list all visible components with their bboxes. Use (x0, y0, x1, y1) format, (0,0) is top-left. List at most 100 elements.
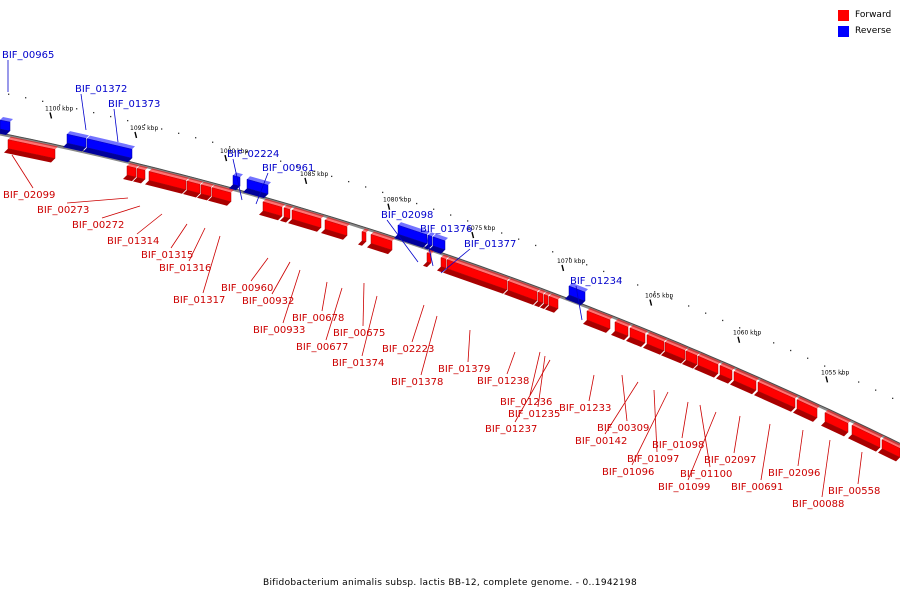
reverse-label-1-connector (80, 93, 87, 131)
reverse-label-3-connector (232, 158, 243, 201)
forward-label-13-text: BIF_01374 (332, 358, 384, 369)
forward-gene-22 (626, 324, 648, 347)
reverse-label-6: BIF_01376 (420, 224, 472, 267)
forward-label-17: BIF_01238 (477, 351, 529, 387)
forward-label-19-text: BIF_01235 (508, 409, 560, 420)
reverse-label-6-connector (425, 233, 434, 267)
forward-gene-29 (754, 379, 798, 412)
forward-label-14-text: BIF_02223 (382, 344, 434, 355)
legend-forward-label: Forward (855, 10, 892, 20)
forward-gene-28-side (730, 380, 756, 395)
forward-gene-26 (694, 353, 721, 378)
forward-gene-21-side (611, 330, 628, 341)
forward-gene-14 (437, 254, 449, 273)
forward-gene-14-face (440, 257, 447, 269)
forward-gene-10 (321, 217, 350, 240)
forward-gene-24-side (661, 351, 685, 364)
forward-label-24-connector (653, 389, 658, 453)
forward-swatch (838, 9, 849, 21)
forward-label-27-text: BIF_01100 (680, 469, 732, 480)
forward-label-28-connector (687, 411, 717, 481)
forward-gene-31-side (821, 421, 848, 437)
forward-gene-1 (123, 162, 139, 182)
reverse-label-7-text: BIF_01377 (464, 239, 516, 250)
forward-gene-8-side (280, 216, 290, 223)
forward-label-25: BIF_01096 (602, 391, 669, 478)
scale-dot (263, 155, 265, 157)
kbp-tick-label: 1100 kbp (45, 105, 73, 112)
reverse-label-7-connector (440, 248, 471, 274)
forward-gene-2 (133, 165, 148, 184)
forward-label-0: BIF_02099 (3, 154, 55, 201)
kbp-tick-label: 1075 kbp (467, 225, 495, 232)
forward-gene-29-side (754, 391, 795, 412)
forward-gene-0-top (8, 136, 58, 150)
forward-gene-23-side (643, 343, 664, 355)
forward-label-19: BIF_01235 (508, 355, 560, 420)
forward-label-28-text: BIF_01099 (658, 482, 710, 493)
scale-dot (348, 180, 350, 183)
forward-label-10-connector (321, 281, 328, 312)
scale-dot (93, 111, 95, 114)
scale-dot (756, 334, 758, 336)
forward-gene-1-side (123, 174, 136, 182)
reverse-label-2-connector (113, 108, 119, 143)
forward-gene-8-top (284, 204, 293, 210)
forward-label-20: BIF_01237 (485, 359, 551, 435)
forward-label-27-connector (699, 404, 711, 468)
scale-dot (671, 298, 673, 300)
kbp-tick-mark (387, 203, 391, 210)
scale-dot (127, 119, 129, 122)
forward-gene-23 (643, 331, 667, 355)
forward-label-6: BIF_01317 (173, 235, 225, 306)
forward-label-1-text: BIF_00273 (37, 205, 89, 216)
forward-label-25-text: BIF_01096 (602, 467, 654, 478)
forward-gene-20-side (583, 319, 610, 333)
forward-label-23-text: BIF_00142 (575, 436, 627, 447)
forward-gene-19-side (545, 305, 558, 313)
kbp-tick-label: 1060 kbp (733, 330, 761, 337)
reverse-label-4-connector (255, 172, 269, 205)
forward-gene-17-face (537, 291, 544, 304)
forward-gene-9-side (288, 219, 321, 232)
reverse-gene-7 (429, 233, 448, 254)
forward-gene-18-top (544, 291, 551, 296)
forward-gene-2-side (133, 177, 145, 184)
forward-gene-28 (730, 368, 759, 395)
forward-label-22-text: BIF_00309 (597, 423, 649, 434)
reverse-gene-5-top (398, 222, 430, 235)
scale-dot (212, 141, 214, 143)
forward-label-4-connector (170, 223, 188, 249)
kbp-tick-label: 1055 kbp (821, 369, 849, 376)
scale-dot (450, 214, 452, 216)
forward-gene-11-top (362, 228, 369, 233)
scale-dot (331, 175, 333, 178)
forward-gene-31 (821, 409, 851, 437)
forward-label-18-connector (529, 351, 541, 396)
reverse-label-0-text: BIF_00965 (2, 50, 54, 61)
kbp-tick-mark (649, 299, 653, 306)
forward-gene-0 (4, 136, 58, 163)
scale-dot (8, 93, 10, 95)
reverse-gene-3-side (229, 184, 240, 191)
forward-label-7-text: BIF_00960 (221, 283, 273, 294)
forward-label-4: BIF_01315 (141, 223, 193, 261)
forward-gene-13-top (427, 249, 434, 255)
forward-label-0-connector (11, 154, 34, 189)
reverse-gene-5-side (394, 234, 427, 248)
reverse-label-1-text: BIF_01372 (75, 84, 127, 95)
scale-dot (654, 291, 656, 293)
scale-dot (705, 312, 707, 314)
forward-label-26: BIF_01098 (652, 401, 704, 451)
reverse-label-8-connector (575, 285, 583, 321)
forward-label-1-connector (66, 197, 129, 204)
forward-gene-26-side (694, 365, 718, 378)
forward-label-11: BIF_00677 (296, 287, 348, 353)
forward-gene-33-side (878, 448, 900, 462)
forward-gene-7 (259, 198, 285, 221)
forward-label-22-connector (621, 374, 628, 422)
forward-label-11-text: BIF_00677 (296, 342, 348, 353)
reverse-gene-2-side (83, 147, 132, 163)
forward-label-30: BIF_00691 (731, 423, 783, 493)
scale-dot (518, 238, 520, 240)
